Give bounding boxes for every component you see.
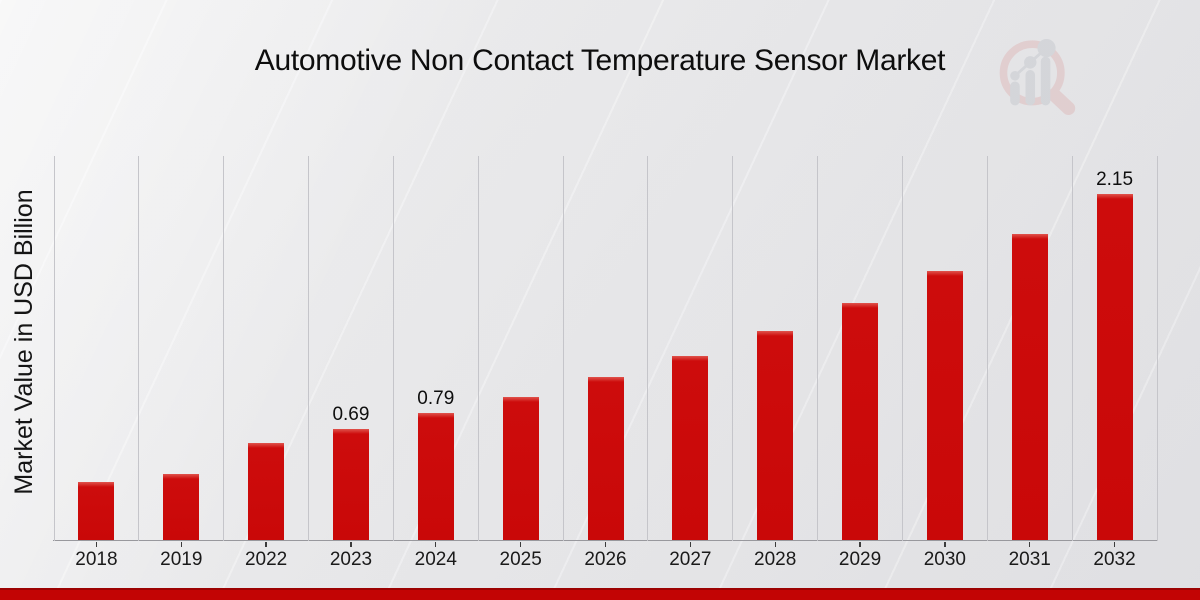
- gridline: [1156, 156, 1158, 541]
- gridline: [986, 156, 988, 541]
- x-axis-tick: [435, 542, 437, 547]
- x-axis-tick: [604, 542, 607, 547]
- bar-2019: [163, 473, 200, 540]
- magnifier-bar-chart-logo-icon: [999, 38, 1076, 115]
- x-axis-tick: [774, 542, 776, 547]
- x-tick-label: 2030: [923, 549, 967, 570]
- bar-2023: [332, 428, 369, 540]
- gridline: [647, 156, 649, 541]
- x-axis-tick: [689, 542, 691, 547]
- bar-2026: [587, 377, 624, 540]
- bar-value-label: 2.15: [1096, 168, 1134, 190]
- x-tick-label: 2025: [499, 549, 542, 570]
- x-axis-tick: [1029, 542, 1031, 547]
- bar-2031: [1011, 233, 1048, 540]
- bar-2022: [248, 443, 285, 540]
- gridline: [817, 156, 819, 541]
- x-axis-tick: [1113, 542, 1116, 547]
- gridline: [138, 156, 140, 541]
- x-axis-tick: [265, 542, 267, 547]
- bar-2029: [842, 303, 879, 540]
- bar-value-label: 0.69: [332, 403, 370, 425]
- bar-2024: [417, 412, 454, 540]
- gridline: [477, 156, 479, 541]
- x-tick-label: 2024: [414, 549, 457, 570]
- gridline: [53, 156, 55, 541]
- gridline: [901, 156, 903, 541]
- gridline: [223, 156, 225, 541]
- x-axis-tick: [859, 542, 861, 547]
- x-tick-label: 2018: [75, 549, 118, 570]
- x-tick-label: 2026: [584, 549, 627, 570]
- x-tick-label: 2029: [838, 549, 882, 570]
- x-axis-tick: [95, 542, 98, 547]
- x-axis-tick: [350, 542, 352, 547]
- footer-red-band: [0, 588, 1200, 600]
- bar-value-label: 0.79: [417, 387, 455, 409]
- bar-2025: [502, 396, 539, 540]
- plot-area: 2018 2019 2022 2023 0.69 2024 0.79 2025 2026 2027…: [53, 156, 1158, 570]
- bar-2027: [672, 356, 709, 540]
- x-tick-label: 2027: [669, 549, 712, 570]
- y-axis-label: Market Value in USD Billion: [10, 189, 38, 495]
- bar-2028: [757, 330, 794, 540]
- gridline: [308, 156, 310, 541]
- x-tick-label: 2022: [244, 549, 288, 570]
- x-tick-label: 2032: [1093, 549, 1136, 570]
- chart-title: Automotive Non Contact Temperature Senso…: [254, 44, 946, 77]
- gridline: [732, 156, 734, 541]
- x-tick-label: 2028: [754, 549, 797, 570]
- gridline: [1071, 156, 1073, 541]
- x-tick-label: 2031: [1008, 549, 1051, 570]
- gridline: [562, 156, 564, 541]
- x-axis-tick: [520, 542, 522, 547]
- x-tick-label: 2019: [160, 549, 203, 570]
- bar-2018: [78, 482, 115, 540]
- x-tick-label: 2023: [329, 549, 373, 570]
- x-axis-tick: [944, 542, 946, 547]
- bar-2030: [926, 270, 963, 540]
- bar-2032: [1096, 193, 1133, 540]
- x-axis-tick: [180, 542, 182, 547]
- gridline: [392, 156, 394, 541]
- x-axis-line: [53, 540, 1158, 542]
